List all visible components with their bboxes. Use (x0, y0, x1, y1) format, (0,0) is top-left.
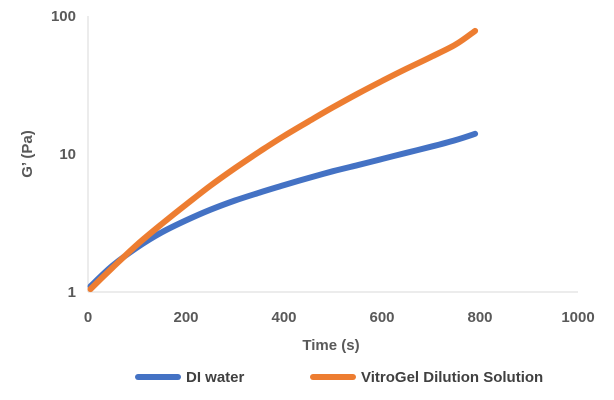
y-axis-title: G’ (Pa) (19, 130, 36, 178)
plot-area (87, 16, 578, 293)
series-lines (87, 27, 479, 293)
legend-label-1: VitroGel Dilution Solution (361, 369, 543, 386)
x-tick-label: 200 (173, 309, 198, 326)
legend: DI water VitroGel Dilution Solution (135, 369, 543, 386)
x-tick-label: 400 (271, 309, 296, 326)
y-tick-label: 10 (59, 146, 76, 163)
y-tick-label: 1 (68, 284, 76, 301)
x-tick-label: 0 (84, 309, 92, 326)
y-tick-labels: 1 10 100 (51, 8, 76, 301)
series-line-0 (87, 130, 479, 290)
x-tick-labels: 0 200 400 600 800 1000 (84, 309, 595, 326)
y-tick-label: 100 (51, 8, 76, 25)
x-tick-label: 1000 (561, 309, 594, 326)
legend-label-0: DI water (186, 369, 245, 386)
x-tick-label: 600 (369, 309, 394, 326)
series-line-1 (87, 27, 479, 293)
x-tick-label: 800 (467, 309, 492, 326)
x-axis-title: Time (s) (302, 337, 359, 354)
